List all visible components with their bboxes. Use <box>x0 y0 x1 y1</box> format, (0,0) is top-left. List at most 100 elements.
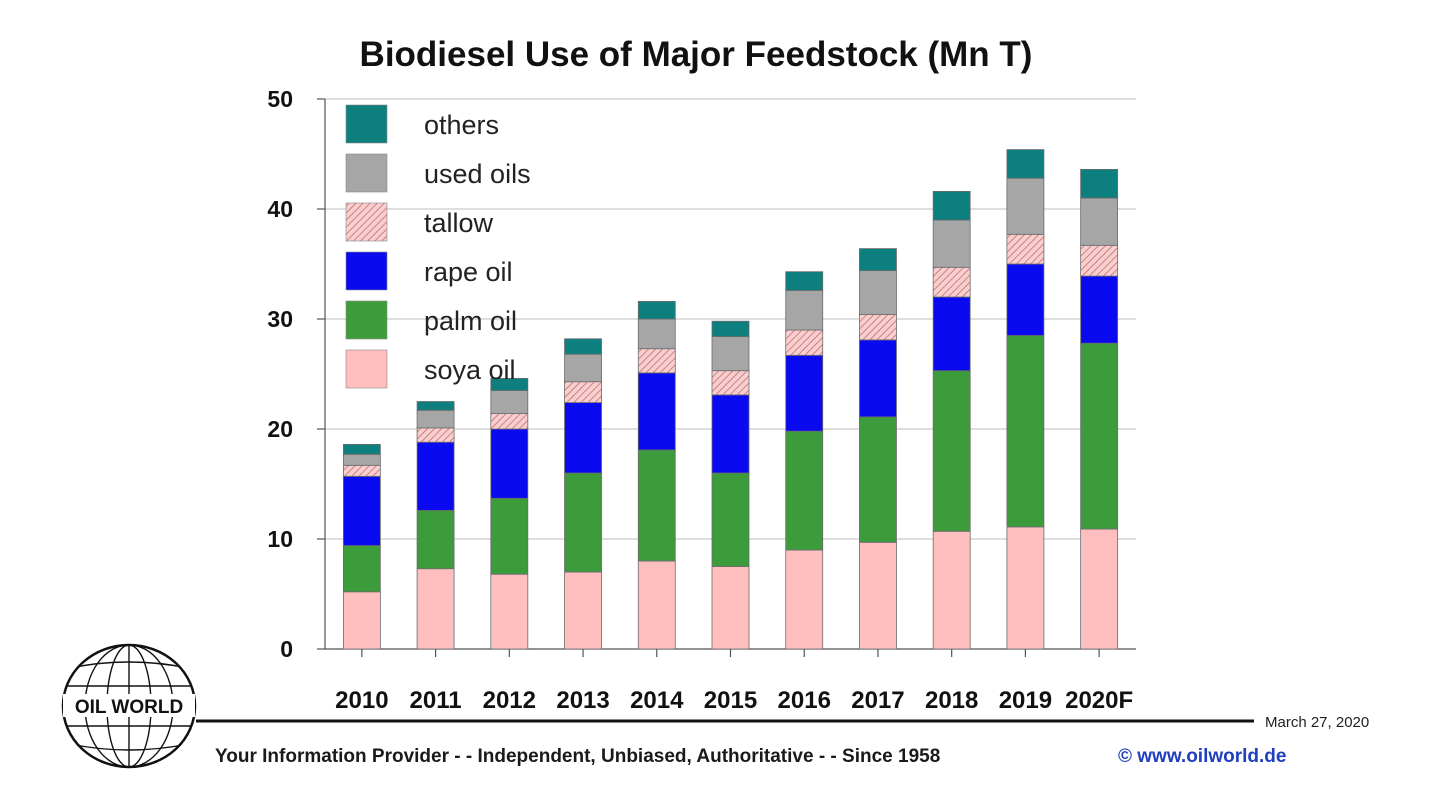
bar-segment-soya-oil-2019 <box>1006 526 1045 650</box>
legend-label-used-oils: used oils <box>424 159 531 189</box>
bar-segment-used-oils-2018 <box>932 219 971 268</box>
bar-segment-rape-oil-2011 <box>416 441 455 511</box>
bar-segment-rape-oil-2020F <box>1080 275 1119 344</box>
y-tick-label: 40 <box>267 196 293 222</box>
x-tick-label: 2020F <box>1065 687 1133 714</box>
x-tick-label: 2016 <box>778 687 831 714</box>
bar-segment-tallow-2020F <box>1080 244 1119 277</box>
bar-segment-soya-oil-2016 <box>785 549 824 650</box>
bar-segment-rape-oil-2012 <box>490 428 529 499</box>
bar-segment-used-oils-2015 <box>711 336 750 372</box>
bar-segment-soya-oil-2015 <box>711 566 750 650</box>
x-tick-label: 2012 <box>483 687 536 714</box>
bar-segment-soya-oil-2010 <box>342 591 381 650</box>
bar-segment-tallow-2010 <box>342 464 381 477</box>
legend-swatch-tallow <box>345 202 388 242</box>
gridlines <box>317 98 1136 650</box>
footer-date: March 27, 2020 <box>1265 714 1369 731</box>
bar-segment-rape-oil-2016 <box>785 354 824 432</box>
bar-segment-soya-oil-2012 <box>490 573 529 650</box>
bar-segment-others-2017 <box>859 248 897 272</box>
footer-url[interactable]: © www.oilworld.de <box>1118 746 1286 767</box>
legend-label-others: others <box>424 110 499 140</box>
bar-segment-tallow-2015 <box>711 370 750 396</box>
legend-swatch-rape-oil <box>345 251 388 291</box>
bar-segment-others-2018 <box>932 190 971 221</box>
bar-segment-used-oils-2019 <box>1006 177 1045 235</box>
bar-segment-tallow-2013 <box>564 381 602 404</box>
legend-swatch-palm-oil <box>345 300 388 340</box>
bar-segment-used-oils-2010 <box>342 453 381 466</box>
bar-segment-others-2011 <box>416 401 455 411</box>
bar-segment-rape-oil-2013 <box>564 402 602 474</box>
bar-segment-rape-oil-2018 <box>932 296 971 372</box>
bar-segment-soya-oil-2017 <box>859 541 897 650</box>
bar-segment-others-2014 <box>637 300 676 320</box>
bar-segment-tallow-2016 <box>785 329 824 356</box>
bar-segment-used-oils-2014 <box>637 318 676 350</box>
bar-segment-rape-oil-2019 <box>1006 263 1045 336</box>
bar-segment-others-2012 <box>490 377 529 391</box>
bar-segment-used-oils-2013 <box>564 353 602 383</box>
bar-segment-tallow-2012 <box>490 413 529 430</box>
legend: others used oils tallow rape oil palm oil soy… <box>345 104 531 389</box>
bar-segment-others-2010 <box>342 443 381 455</box>
bar-segment-tallow-2018 <box>932 266 971 298</box>
bar-segment-palm-oil-2010 <box>342 545 381 593</box>
bar-segment-rape-oil-2014 <box>637 372 676 451</box>
logo-text: OIL WORLD <box>75 697 183 718</box>
x-tick-label: 2010 <box>335 687 388 714</box>
bar-segment-used-oils-2017 <box>859 270 897 316</box>
bar-segment-tallow-2011 <box>416 427 455 443</box>
bar-segment-others-2015 <box>711 320 750 338</box>
bar-segment-others-2016 <box>785 271 824 291</box>
bar-segment-tallow-2017 <box>859 314 897 341</box>
legend-label-palm-oil: palm oil <box>424 306 517 336</box>
y-tick-label: 20 <box>267 416 293 442</box>
legend-swatch-soya-oil <box>345 349 388 389</box>
legend-label-soya-oil: soya oil <box>424 355 516 385</box>
legend-swatch-used-oils <box>345 153 388 193</box>
x-tick-label: 2011 <box>410 687 462 714</box>
bar-segment-others-2020F <box>1080 168 1119 199</box>
bar-segment-palm-oil-2012 <box>490 497 529 575</box>
bar-segment-palm-oil-2013 <box>564 472 602 573</box>
bar-segment-palm-oil-2019 <box>1006 335 1045 528</box>
y-tick-label: 50 <box>267 86 293 112</box>
bar-segment-tallow-2014 <box>637 348 676 374</box>
bar-segment-palm-oil-2018 <box>932 370 971 532</box>
x-tick-label: 2017 <box>851 687 904 714</box>
bar-segment-tallow-2019 <box>1006 233 1045 265</box>
bar-segment-used-oils-2011 <box>416 409 455 429</box>
bar-segment-rape-oil-2010 <box>342 475 381 546</box>
bar-segment-soya-oil-2011 <box>416 568 455 650</box>
legend-label-tallow: tallow <box>424 208 494 238</box>
x-tick-label: 2019 <box>999 687 1052 714</box>
y-tick-labels: 0 10 20 30 40 50 <box>267 86 293 662</box>
chart-title: Biodiesel Use of Major Feedstock (Mn T) <box>360 35 1033 74</box>
footer-tagline: Your Information Provider - - Independen… <box>215 746 940 767</box>
oil-world-logo: OIL WORLD <box>61 643 197 769</box>
bar-segment-others-2013 <box>564 338 602 355</box>
y-tick-label: 30 <box>267 306 293 332</box>
bar-segment-palm-oil-2017 <box>859 416 897 543</box>
bar-segment-soya-oil-2014 <box>637 560 676 650</box>
bar-segment-palm-oil-2014 <box>637 449 676 562</box>
bar-segment-soya-oil-2018 <box>932 530 971 650</box>
y-tick-label: 0 <box>280 636 293 662</box>
bar-segment-used-oils-2012 <box>490 390 529 415</box>
x-tick-label: 2014 <box>630 687 684 714</box>
x-tick-label: 2018 <box>925 687 978 714</box>
x-tick-label: 2013 <box>556 687 609 714</box>
x-tick-labels: 2010 2011 2012 2013 2014 2015 2016 2017 2018 2019… <box>335 649 1133 714</box>
bar-segment-palm-oil-2020F <box>1080 342 1119 530</box>
legend-label-rape-oil: rape oil <box>424 257 513 287</box>
bar-segment-palm-oil-2016 <box>785 430 824 551</box>
y-tick-label: 10 <box>267 526 293 552</box>
bar-segment-others-2019 <box>1006 149 1045 179</box>
bar-segment-palm-oil-2015 <box>711 472 750 567</box>
bar-segment-used-oils-2016 <box>785 289 824 331</box>
legend-swatch-others <box>345 104 388 144</box>
x-tick-label: 2015 <box>704 687 757 714</box>
